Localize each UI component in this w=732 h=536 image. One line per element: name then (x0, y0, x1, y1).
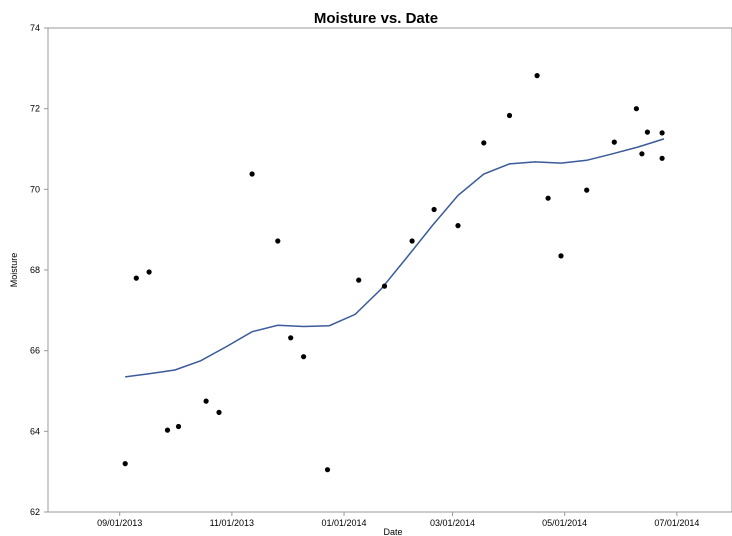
y-tick-label: 72 (30, 104, 40, 114)
data-point (611, 139, 617, 145)
data-point (534, 73, 540, 79)
data-point (164, 427, 171, 433)
data-point (659, 155, 665, 161)
y-tick-label: 74 (30, 23, 40, 33)
x-tick-label: 03/01/2014 (430, 518, 475, 528)
data-point (409, 238, 415, 244)
x-tick-label: 01/01/2014 (322, 518, 367, 528)
x-axis-label: Date (383, 527, 402, 536)
data-point (381, 283, 388, 289)
data-point (455, 223, 461, 229)
x-axis: 09/01/2013 11/01/2013 01/01/2014 03/01/2014… (97, 512, 699, 528)
y-tick-label: 66 (30, 346, 40, 356)
data-point (356, 277, 362, 283)
x-tick-label: 07/01/2014 (654, 518, 699, 528)
data-point (301, 354, 307, 360)
data-point (644, 129, 651, 135)
x-tick-label: 11/01/2013 (210, 518, 254, 528)
data-point (639, 151, 645, 157)
data-point (545, 195, 551, 201)
y-tick-label: 64 (30, 426, 40, 436)
data-point (324, 467, 331, 473)
data-point (481, 140, 487, 146)
x-tick-label: 09/01/2013 (97, 518, 142, 528)
trend-line (125, 138, 665, 378)
data-point (249, 171, 255, 177)
y-tick-label: 62 (30, 507, 40, 517)
y-axis: 62 64 66 68 70 72 74 (30, 23, 48, 517)
y-tick-label: 70 (30, 184, 40, 194)
data-point (431, 206, 437, 213)
x-tick-label: 05/01/2014 (542, 518, 587, 528)
data-point (275, 238, 281, 244)
data-point (659, 130, 665, 136)
data-point (133, 275, 139, 281)
data-point (122, 461, 128, 467)
y-tick-label: 68 (30, 265, 40, 275)
data-point (558, 253, 564, 259)
data-point (506, 112, 513, 119)
data-points (122, 73, 665, 473)
data-point (146, 269, 152, 275)
data-point (216, 409, 222, 415)
chart-title: Moisture vs. Date (314, 10, 438, 27)
data-point (633, 106, 640, 112)
data-point (203, 398, 209, 404)
data-point (288, 335, 294, 341)
data-point (584, 187, 590, 193)
y-axis-label: Moisture (9, 253, 19, 288)
data-point (175, 423, 182, 430)
